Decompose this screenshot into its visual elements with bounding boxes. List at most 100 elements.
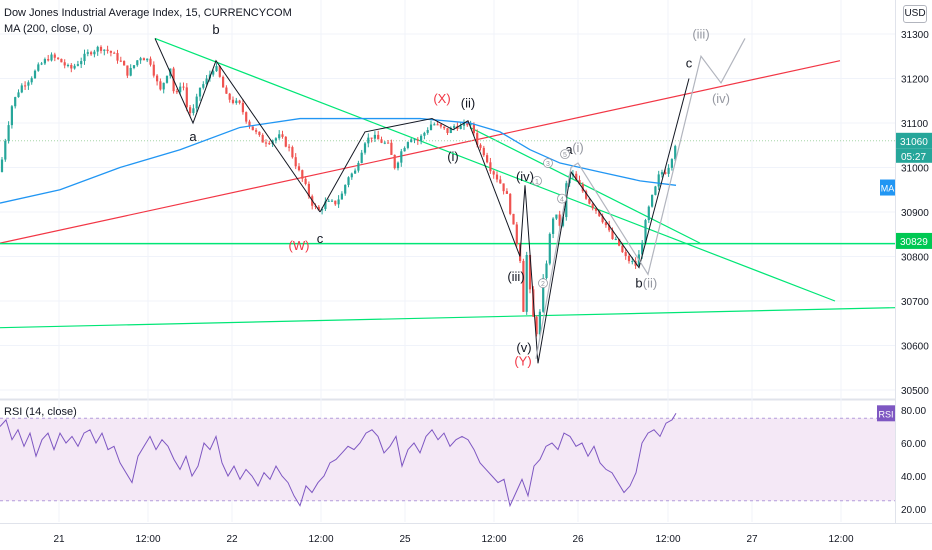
candle-body (126, 65, 129, 76)
candle-body (20, 85, 23, 93)
last-price-tag-bg (896, 132, 932, 149)
candle-body (66, 64, 70, 66)
candle-body (288, 146, 291, 148)
subwave-number: 2 (541, 281, 545, 288)
candle-body (330, 200, 334, 202)
wave-label: (X) (433, 91, 450, 106)
candle-body (142, 58, 145, 61)
candle-body (198, 87, 202, 97)
chart-title-legend: Dow Jones Industrial Average Index, 15, … (4, 7, 292, 19)
wave-label: (iii) (507, 269, 524, 284)
projected-wave-path (535, 38, 746, 359)
candle-body (30, 78, 33, 83)
candle-body (416, 139, 419, 141)
subwave-circle (543, 158, 553, 168)
candle-body (611, 230, 614, 240)
candle-body (601, 216, 604, 223)
candle-body (268, 143, 271, 145)
candle-body (152, 64, 155, 76)
price-tick-label: 31300 (901, 30, 929, 41)
candle-body (396, 162, 400, 169)
trendline-green (154, 37, 836, 302)
candle-body (99, 46, 103, 51)
candle-body (321, 209, 324, 211)
candle-body (294, 157, 297, 167)
candle-body (215, 66, 218, 72)
candle-body (552, 218, 555, 234)
wave-label: b (212, 22, 219, 37)
candle-body (70, 64, 73, 69)
rsi-tick-label: 80.00 (901, 406, 926, 417)
last-price-tag: 31060 (900, 137, 928, 148)
candle-body (644, 220, 647, 243)
countdown-bg (896, 148, 932, 163)
candle-body (469, 123, 472, 126)
candle-body (627, 255, 631, 262)
candle-body (393, 154, 396, 169)
candle-body (86, 52, 89, 54)
candle-body (489, 162, 492, 172)
candle-body (347, 177, 350, 185)
candle-body (139, 58, 142, 61)
countdown-label: 05:27 (901, 152, 926, 163)
candle-body (218, 66, 221, 77)
currency-button[interactable]: USD (903, 5, 927, 23)
candle-body (37, 64, 40, 71)
candle-body (7, 125, 10, 141)
wave-label: (i) (447, 149, 459, 164)
candle-body (377, 134, 380, 140)
ma-legend: MA (200, close, 0) (4, 23, 93, 35)
candle-body (413, 139, 416, 141)
candle-body (149, 58, 152, 65)
candle-body (106, 49, 109, 52)
candle-body (24, 85, 27, 87)
price-tick-label: 30600 (901, 342, 929, 353)
candle-body (502, 183, 505, 192)
candle-body (621, 245, 624, 253)
candle-body (113, 52, 116, 54)
time-tick-label: 27 (746, 534, 758, 545)
candle-body (60, 58, 63, 63)
candle-body (179, 86, 182, 93)
candle-body (4, 140, 7, 160)
candle-body (505, 191, 508, 194)
wave-label: (ii) (461, 95, 475, 110)
candle-body (27, 82, 30, 86)
time-tick-label: 12:00 (828, 534, 853, 545)
candle-body (545, 263, 548, 279)
candle-body (486, 155, 489, 163)
candle-body (146, 58, 149, 61)
wave-path (319, 78, 690, 364)
time-tick-label: 12:00 (135, 534, 160, 545)
candle-body (291, 147, 294, 158)
candle-body (76, 64, 79, 66)
candle-body (476, 133, 479, 145)
candle-body (284, 136, 287, 147)
candle-body (274, 138, 277, 141)
rsi-tick-label: 60.00 (901, 439, 926, 450)
candle-body (189, 107, 192, 114)
candle-body (542, 278, 545, 312)
candle-body (555, 214, 558, 219)
candle-body (132, 65, 136, 68)
candle-body (185, 87, 188, 108)
candle-body (631, 261, 634, 263)
wave-drawings: abc(W)(X) (ii)(i)(iv)(iii)(v)(Y)a (i)b (ii)… (154, 22, 746, 369)
subwave-circle (557, 193, 567, 204)
subwave-number: 1 (535, 179, 539, 186)
candle-body (40, 63, 43, 65)
candle-body (585, 191, 588, 199)
candle-body (231, 99, 235, 103)
candle-body (175, 91, 178, 93)
rsi-tick-label: 20.00 (901, 505, 926, 516)
candle-body (515, 224, 518, 244)
candle-body (350, 173, 353, 178)
candle-body (614, 238, 617, 240)
candle-body (512, 213, 515, 225)
candle-body (433, 124, 436, 126)
candle-body (370, 137, 373, 139)
candle-body (222, 76, 225, 88)
wave-label: (i) (572, 140, 584, 155)
candle-body (674, 146, 677, 160)
